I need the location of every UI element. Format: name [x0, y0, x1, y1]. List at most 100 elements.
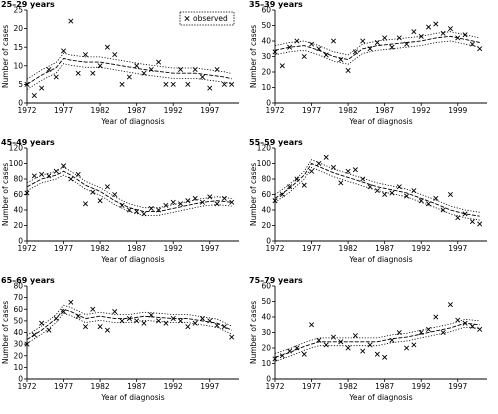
observed-point — [90, 189, 96, 195]
observed-point — [279, 63, 285, 69]
observed-point — [309, 322, 315, 328]
observed-point — [82, 201, 89, 207]
y-tick-label: 50 — [261, 297, 271, 306]
observed-point — [177, 67, 184, 73]
observed-point — [119, 81, 125, 87]
observed-point — [462, 32, 468, 38]
fitted-line — [26, 308, 232, 340]
observed-point — [462, 211, 468, 217]
observed-point — [68, 299, 74, 305]
observed-point — [97, 198, 103, 204]
observed-point — [374, 351, 380, 357]
upper-band-line — [26, 166, 232, 209]
lower-band-line — [274, 166, 480, 221]
observed-point — [53, 74, 59, 80]
y-tick-label: 15 — [13, 43, 23, 52]
observed-point — [477, 326, 483, 332]
observed-point — [418, 33, 424, 39]
observed-point — [24, 341, 30, 347]
y-tick-label: 50 — [261, 21, 271, 30]
y-tick-label: 120 — [9, 144, 24, 153]
x-tick-label: 1972 — [17, 382, 36, 391]
observed-point — [61, 309, 67, 315]
observed-point — [294, 345, 300, 351]
observed-point — [170, 81, 176, 87]
y-tick-label: 25 — [13, 6, 23, 15]
y-tick-label: 70 — [13, 293, 23, 302]
observed-point — [316, 160, 322, 167]
x-axis-label: Year of diagnosis — [100, 393, 164, 402]
y-tick-label: 60 — [261, 190, 271, 199]
lower-band-line — [26, 174, 232, 216]
observed-point — [177, 201, 184, 207]
panel-title: 65–69 years — [1, 276, 55, 285]
observed-point — [170, 316, 176, 322]
observed-point — [360, 176, 366, 182]
y-tick-label: 0 — [18, 375, 23, 384]
x-tick-label: 1977 — [302, 106, 321, 115]
y-tick-label: 0 — [266, 99, 271, 108]
observed-point — [46, 327, 52, 333]
x-tick-label: 1987 — [375, 106, 394, 115]
observed-point — [425, 24, 432, 30]
observed-point — [61, 163, 67, 169]
x-tick-label: 1982 — [91, 382, 110, 391]
observed-point — [477, 221, 483, 227]
y-axis-label: Number of cases — [249, 25, 258, 88]
observed-point — [24, 190, 30, 196]
observed-point — [440, 207, 446, 213]
observed-point — [185, 198, 191, 204]
observed-point — [272, 49, 278, 55]
observed-point — [46, 173, 52, 179]
observed-point — [229, 81, 235, 87]
x-tick-label: 1997 — [200, 106, 219, 115]
y-tick-label: 60 — [261, 6, 271, 15]
observed-point — [192, 67, 198, 73]
observed-point — [389, 44, 395, 50]
y-tick-label: 10 — [261, 359, 271, 368]
observed-point — [104, 44, 110, 50]
observed-point — [411, 29, 417, 35]
y-tick-label: 10 — [13, 363, 23, 372]
observed-point — [294, 176, 300, 182]
y-tick-label: 30 — [261, 52, 271, 61]
observed-point — [404, 41, 410, 47]
x-tick-label: 1982 — [91, 106, 110, 115]
y-axis-label: Number of cases — [249, 301, 258, 364]
observed-point — [374, 40, 380, 46]
y-axis-label: Number of cases — [1, 163, 10, 226]
observed-point — [433, 21, 439, 27]
observed-point — [199, 316, 205, 322]
observed-point — [90, 70, 96, 76]
observed-point — [404, 193, 410, 199]
panel-title: 25–29 years — [1, 0, 55, 9]
observed-point — [433, 195, 439, 201]
x-tick-label: 1992 — [164, 244, 183, 253]
x-tick-label: 1997 — [200, 244, 219, 253]
observed-point — [382, 191, 388, 198]
observed-point — [323, 342, 329, 348]
observed-point — [61, 48, 67, 54]
observed-point — [352, 333, 358, 339]
observed-point — [352, 49, 358, 55]
y-tick-label: 40 — [13, 206, 23, 215]
observed-point — [134, 318, 140, 324]
panel-title: 75–79 years — [249, 276, 303, 285]
x-tick-label: 1997 — [448, 244, 467, 253]
observed-point — [411, 342, 417, 348]
observed-point — [425, 201, 432, 207]
fitted-line — [26, 57, 232, 85]
observed-point — [418, 329, 424, 336]
observed-point — [229, 199, 235, 205]
x-tick-label: 1987 — [127, 382, 146, 391]
observed-point — [104, 184, 110, 190]
x-tick-label: 1992 — [412, 244, 431, 253]
y-axis-label: Number of cases — [1, 301, 10, 364]
observed-point — [31, 93, 37, 99]
observed-point — [279, 353, 285, 359]
observed-point — [418, 198, 424, 204]
y-tick-label: 40 — [261, 206, 271, 215]
x-tick-label: 1982 — [339, 244, 358, 253]
observed-point — [330, 38, 337, 44]
